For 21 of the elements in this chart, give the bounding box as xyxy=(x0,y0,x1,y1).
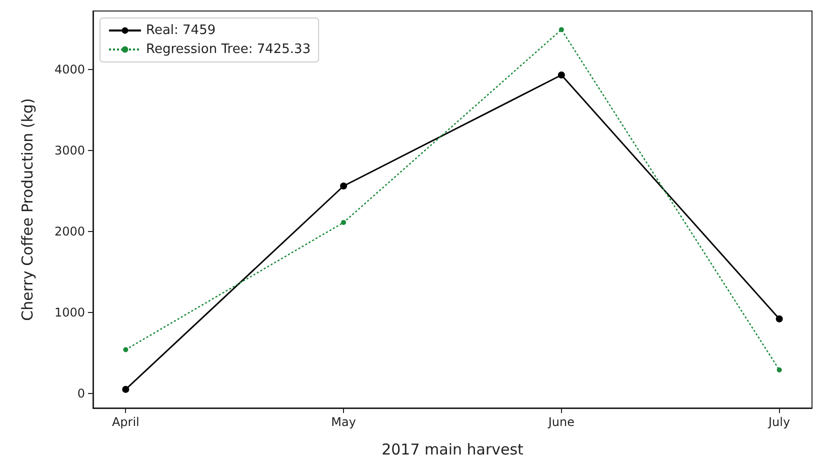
y-tick-label: 0 xyxy=(77,386,85,400)
point xyxy=(558,72,565,79)
y-tick-label: 1000 xyxy=(54,305,85,320)
y-tick-label: 3000 xyxy=(54,143,85,158)
x-tick-label: July xyxy=(768,415,790,429)
point xyxy=(776,315,783,322)
legend-label: Real: 7459 xyxy=(146,23,216,38)
point xyxy=(558,27,564,32)
point xyxy=(776,367,782,372)
x-axis-title: 2017 main harvest xyxy=(382,440,524,458)
x-tick-label: April xyxy=(112,415,140,429)
point xyxy=(340,182,348,190)
legend-label: Regression Tree: 7425.33 xyxy=(146,42,311,57)
point xyxy=(341,220,346,225)
point xyxy=(122,386,130,393)
point xyxy=(123,347,128,352)
y-tick-label: 2000 xyxy=(54,224,85,238)
x-tick-label: June xyxy=(547,415,575,429)
x-tick-label: May xyxy=(331,415,356,429)
y-tick-label: 4000 xyxy=(54,62,85,76)
y-axis-title: Cherry Coffee Production (kg) xyxy=(18,98,36,321)
